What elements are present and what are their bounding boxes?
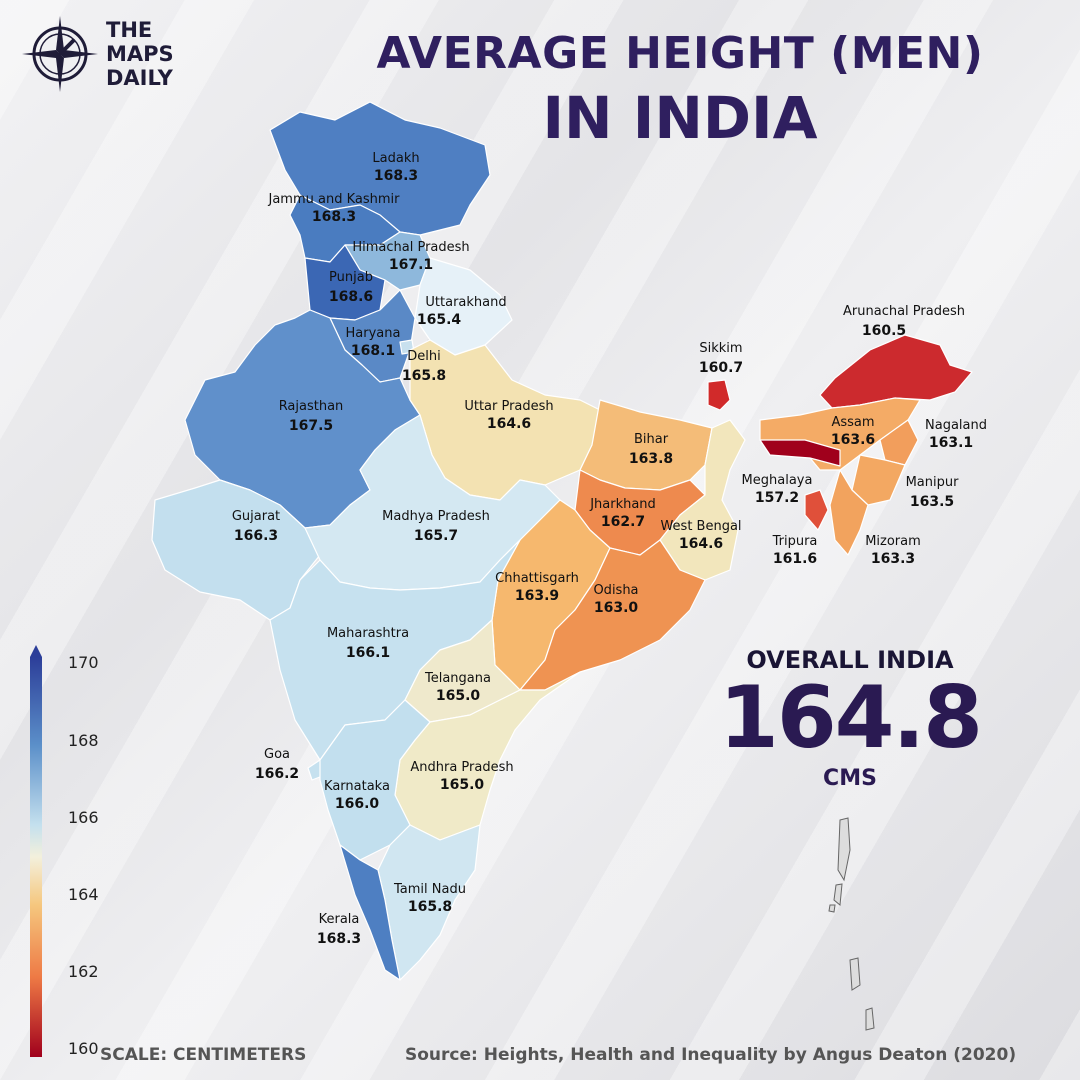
value-jammu-kashmir: 168.3	[312, 209, 356, 225]
value-sikkim: 160.7	[699, 360, 743, 376]
label-assam: Assam	[831, 415, 874, 430]
label-mizoram: Mizoram	[865, 534, 921, 549]
label-goa: Goa	[264, 747, 290, 762]
value-manipur: 163.5	[910, 494, 954, 510]
value-karnataka: 166.0	[335, 796, 380, 812]
overall-value: 164.8	[718, 668, 983, 768]
label-west-bengal: West Bengal	[660, 519, 741, 534]
region-kerala	[339, 844, 401, 981]
label-uttarakhand: Uttarakhand	[425, 295, 506, 310]
region-tripura	[804, 489, 829, 531]
label-bihar: Bihar	[634, 432, 669, 447]
region-mizoram	[829, 469, 869, 556]
label-gujarat: Gujarat	[232, 509, 280, 524]
legend-tick-160: 160	[68, 1039, 99, 1058]
label-punjab: Punjab	[329, 270, 373, 285]
value-arunachal: 160.5	[862, 323, 906, 339]
label-madhya-pradesh: Madhya Pradesh	[382, 509, 490, 524]
legend-tick-164: 164	[68, 885, 99, 904]
label-delhi: Delhi	[407, 349, 440, 364]
label-karnataka: Karnataka	[324, 779, 390, 794]
value-odisha: 163.0	[594, 600, 639, 616]
label-odisha: Odisha	[593, 583, 638, 598]
label-uttar-pradesh: Uttar Pradesh	[464, 399, 553, 414]
brand-line-3: DAILY	[106, 66, 173, 90]
value-chhattisgarh: 163.9	[515, 588, 559, 604]
label-arunachal: Arunachal Pradesh	[843, 304, 965, 319]
region-meghalaya	[759, 439, 841, 467]
label-chhattisgarh: Chhattisgarh	[495, 571, 579, 586]
overall-label: OVERALL INDIA	[746, 646, 954, 674]
label-haryana: Haryana	[346, 326, 401, 341]
value-west-bengal: 164.6	[679, 536, 723, 552]
region-arunachal	[819, 334, 973, 409]
value-haryana: 168.1	[351, 343, 395, 359]
title-line-2: IN INDIA	[542, 84, 818, 152]
color-scale-bar	[30, 645, 42, 1057]
value-mizoram: 163.3	[871, 551, 915, 567]
value-meghalaya: 157.2	[755, 490, 799, 506]
value-kerala: 168.3	[317, 931, 361, 947]
value-punjab: 168.6	[329, 289, 373, 305]
brand-name: THE MAPS DAILY	[106, 18, 174, 90]
brand-line-1: THE	[106, 18, 153, 42]
label-rajasthan: Rajasthan	[279, 399, 344, 414]
compass-logo-icon	[22, 16, 98, 92]
legend-tick-168: 168	[68, 731, 99, 750]
region-karnataka	[319, 699, 431, 861]
legend-tick-166: 166	[68, 808, 99, 827]
region-odisha	[519, 539, 706, 691]
scale-label: SCALE: CENTIMETERS	[100, 1045, 307, 1065]
label-telangana: Telangana	[424, 671, 491, 686]
legend-tick-170: 170	[68, 653, 99, 672]
region-nagaland	[879, 419, 919, 466]
value-jharkhand: 162.7	[601, 514, 645, 530]
value-madhya-pradesh: 165.7	[414, 528, 458, 544]
value-nagaland: 163.1	[929, 435, 973, 451]
value-uttarakhand: 165.4	[417, 312, 462, 328]
value-bihar: 163.8	[629, 451, 673, 467]
value-goa: 166.2	[255, 766, 299, 782]
value-maharashtra: 166.1	[346, 645, 390, 661]
brand-line-2: MAPS	[106, 42, 174, 66]
label-tamil-nadu: Tamil Nadu	[393, 882, 466, 897]
andaman-islands	[828, 817, 875, 1031]
region-west-bengal	[659, 419, 746, 581]
label-maharashtra: Maharashtra	[327, 626, 409, 641]
label-jammu-kashmir: Jammu and Kashmir	[268, 192, 401, 207]
source-label: Source: Heights, Health and Inequality b…	[405, 1045, 1017, 1065]
value-ladakh: 168.3	[374, 168, 418, 184]
value-assam: 163.6	[831, 432, 875, 448]
value-delhi: 165.8	[402, 368, 446, 384]
color-scale-legend: 170 168 166 164 162 160	[22, 645, 102, 1065]
value-rajasthan: 167.5	[289, 418, 333, 434]
value-gujarat: 166.3	[234, 528, 278, 544]
label-kerala: Kerala	[319, 912, 360, 927]
legend-tick-162: 162	[68, 962, 99, 981]
value-uttar-pradesh: 164.6	[487, 416, 531, 432]
region-uttarakhand	[414, 257, 513, 356]
value-tripura: 161.6	[773, 551, 817, 567]
title-line-1: AVERAGE HEIGHT (MEN)	[376, 28, 984, 79]
label-meghalaya: Meghalaya	[742, 473, 813, 488]
value-tamil-nadu: 165.8	[408, 899, 452, 915]
value-himachal: 167.1	[389, 257, 433, 273]
label-himachal: Himachal Pradesh	[352, 240, 469, 255]
label-ladakh: Ladakh	[372, 151, 419, 166]
label-nagaland: Nagaland	[925, 418, 987, 433]
value-telangana: 165.0	[436, 688, 481, 704]
label-sikkim: Sikkim	[699, 341, 742, 356]
region-labels: Ladakh 168.3 Jammu and Kashmir 168.3 Him…	[232, 151, 987, 947]
value-andhra-pradesh: 165.0	[440, 777, 485, 793]
label-andhra-pradesh: Andhra Pradesh	[410, 760, 513, 775]
label-tripura: Tripura	[772, 534, 818, 549]
label-jharkhand: Jharkhand	[589, 497, 656, 512]
label-manipur: Manipur	[906, 475, 960, 490]
overall-unit: CMS	[823, 766, 877, 791]
region-sikkim	[707, 379, 731, 411]
